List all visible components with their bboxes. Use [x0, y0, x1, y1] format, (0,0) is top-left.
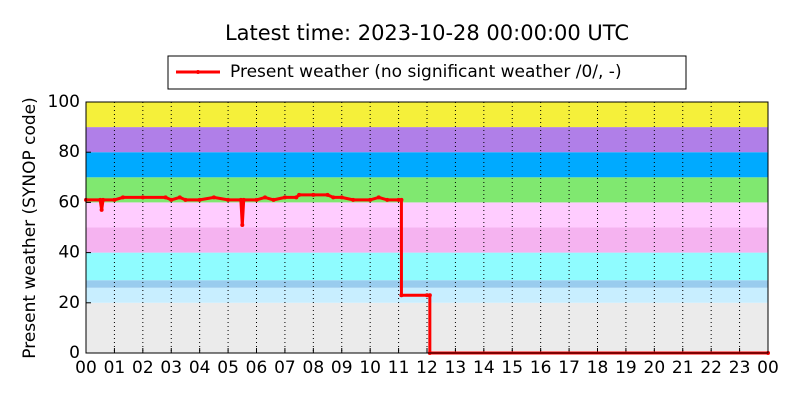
- marker: [339, 195, 344, 200]
- x-tick-label: 21: [672, 358, 694, 378]
- marker: [183, 197, 188, 202]
- marker: [351, 197, 356, 202]
- marker: [297, 192, 302, 197]
- x-tick-label: 10: [359, 358, 381, 378]
- marker: [385, 197, 390, 202]
- x-tick-label: 22: [700, 358, 722, 378]
- band: [86, 227, 768, 253]
- marker: [263, 195, 268, 200]
- x-tick-label: 12: [416, 358, 438, 378]
- plot-frame: [85, 101, 769, 354]
- x-tick-label: 04: [189, 358, 211, 378]
- x-tick-label: 11: [388, 358, 410, 378]
- marker: [101, 197, 106, 202]
- y-tick-label: 80: [58, 142, 80, 162]
- x-tick-label: 20: [644, 358, 666, 378]
- band: [86, 280, 768, 288]
- marker: [177, 195, 182, 200]
- marker: [169, 197, 174, 202]
- marker: [240, 222, 245, 227]
- marker: [399, 197, 404, 202]
- band: [86, 127, 768, 153]
- marker: [396, 197, 401, 202]
- x-tick-label: 15: [501, 358, 523, 378]
- marker: [331, 195, 336, 200]
- x-tick-label: 14: [473, 358, 495, 378]
- chart-title: Latest time: 2023-10-28 00:00:00 UTC: [225, 21, 629, 45]
- band: [86, 302, 768, 353]
- x-tick-label: 18: [587, 358, 609, 378]
- marker: [271, 197, 276, 202]
- marker: [294, 195, 299, 200]
- legend-label: Present weather (no significant weather …: [230, 62, 622, 82]
- x-tick-label: 00: [757, 358, 779, 378]
- marker: [311, 192, 316, 197]
- marker: [282, 195, 287, 200]
- marker: [163, 195, 168, 200]
- marker: [425, 293, 429, 298]
- x-tick-label: 08: [303, 358, 325, 378]
- x-tick-label: 23: [729, 358, 751, 378]
- marker: [112, 197, 117, 202]
- x-tick-label: 17: [558, 358, 580, 378]
- legend-box: [167, 55, 687, 90]
- marker: [241, 197, 246, 202]
- x-tick-label: 07: [274, 358, 296, 378]
- x-tick-label: 19: [615, 358, 637, 378]
- marker: [226, 197, 231, 202]
- y-tick-label: 60: [58, 192, 80, 212]
- x-tick-label: 09: [331, 358, 353, 378]
- marker: [399, 293, 404, 298]
- x-tick-label: 16: [530, 358, 552, 378]
- marker: [98, 197, 103, 202]
- y-tick-label: 100: [48, 92, 80, 112]
- marker: [99, 207, 104, 212]
- x-tick-label: 00: [75, 358, 97, 378]
- x-tick-label: 02: [132, 358, 154, 378]
- x-tick-label: 01: [104, 358, 126, 378]
- marker: [376, 195, 381, 200]
- marker: [120, 195, 125, 200]
- x-tick-label: 03: [160, 358, 182, 378]
- marker: [325, 192, 330, 197]
- marker: [368, 197, 373, 202]
- legend-marker: [196, 70, 200, 74]
- marker: [238, 197, 243, 202]
- y-tick-label: 20: [58, 293, 80, 313]
- marker: [427, 293, 432, 298]
- marker: [254, 197, 259, 202]
- marker: [211, 195, 216, 200]
- marker: [140, 195, 145, 200]
- x-tick-label: 05: [217, 358, 239, 378]
- band: [86, 152, 768, 178]
- y-tick-label: 40: [58, 243, 80, 263]
- y-tick-label: 0: [69, 343, 80, 363]
- y-axis-label: Present weather (SYNOP code): [20, 97, 40, 358]
- x-tick-label: 06: [246, 358, 268, 378]
- marker: [197, 197, 202, 202]
- x-tick-label: 13: [445, 358, 467, 378]
